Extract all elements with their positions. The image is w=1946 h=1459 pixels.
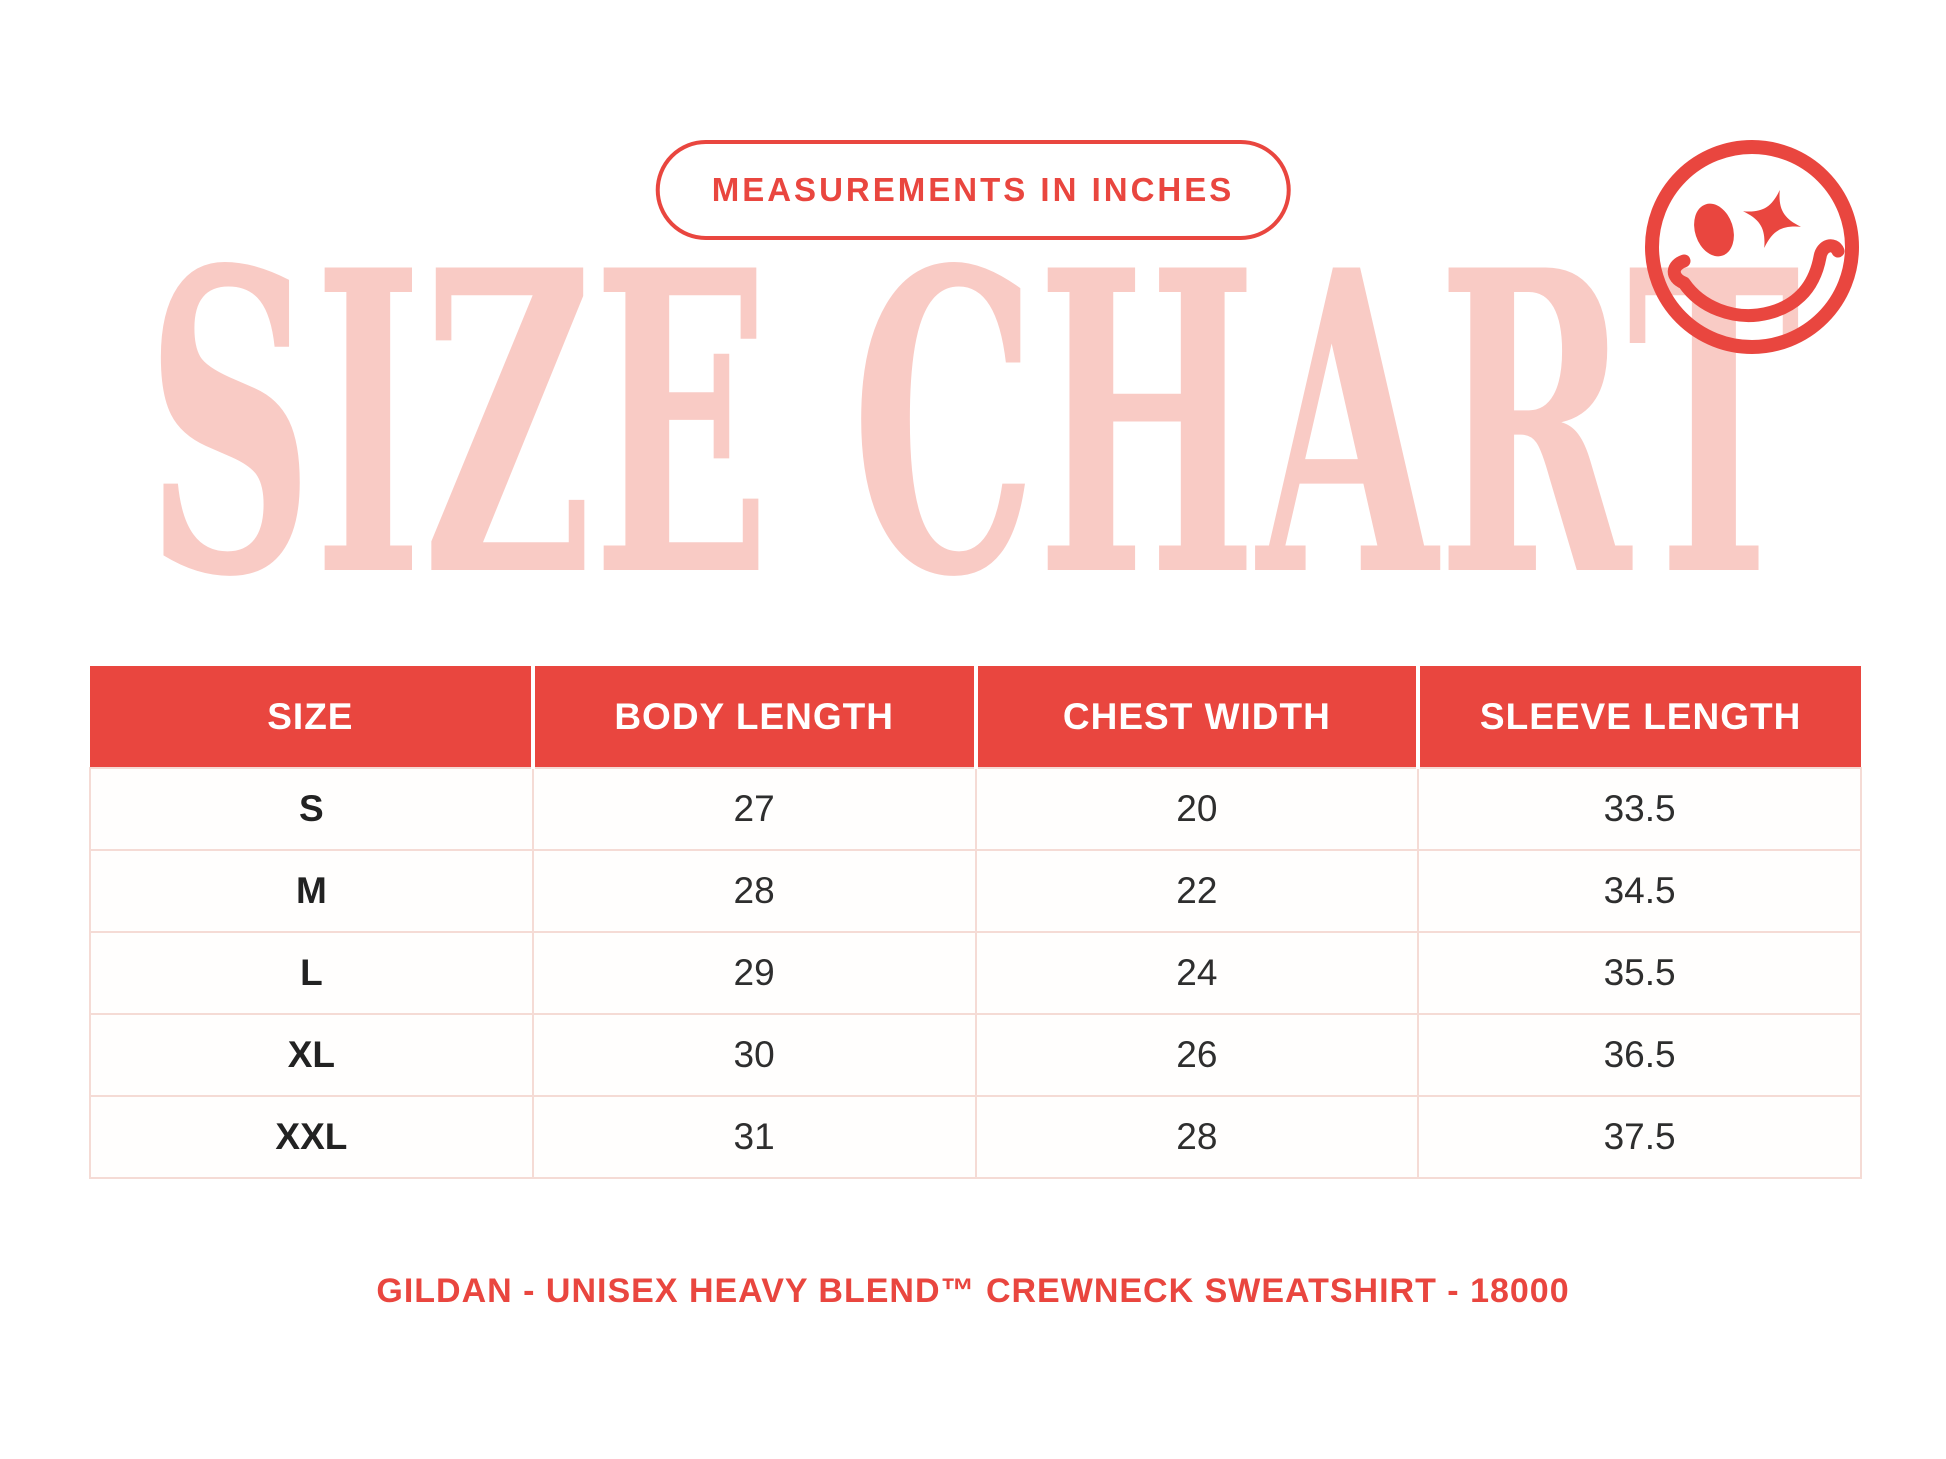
sleeve-length-cell: 36.5 [1417,1013,1862,1097]
sleeve-length-cell: 33.5 [1417,767,1862,851]
table-row: M 28 22 34.5 [89,849,1862,933]
chest-width-cell: 24 [974,931,1420,1015]
body-length-cell: 31 [531,1095,977,1179]
sleeve-length-cell: 34.5 [1417,849,1862,933]
winking-smiley-icon [1645,140,1859,354]
footer: GILDAN - UNISEX HEAVY BLEND™ CREWNECK SW… [0,1272,1946,1311]
body-length-cell: 28 [531,849,977,933]
table-header-row: SIZE BODY LENGTH CHEST WIDTH SLEEVE LENG… [90,666,1861,768]
chest-width-cell: 26 [974,1013,1420,1097]
measurements-badge-label: MEASUREMENTS IN INCHES [711,171,1235,208]
size-table: SIZE BODY LENGTH CHEST WIDTH SLEEVE LENG… [89,666,1862,1179]
size-cell: L [89,931,534,1015]
sleeve-length-cell: 37.5 [1417,1095,1862,1179]
body-length-cell: 30 [531,1013,977,1097]
chest-width-cell: 20 [974,767,1420,851]
table-row: S 27 20 33.5 [89,767,1862,851]
page-title-graphic: SIZE CHART [146,258,1801,598]
table-row: L 29 24 35.5 [89,931,1862,1015]
size-cell: S [89,767,534,851]
chest-width-cell: 28 [974,1095,1420,1179]
column-header-body-length: BODY LENGTH [530,666,978,768]
size-cell: XXL [89,1095,534,1179]
body-length-cell: 27 [531,767,977,851]
column-header-size: SIZE [90,666,535,768]
sleeve-length-cell: 35.5 [1417,931,1862,1015]
column-header-chest-width: CHEST WIDTH [973,666,1421,768]
size-cell: M [89,849,534,933]
page-title: SIZE CHART [146,258,1801,598]
chest-width-cell: 22 [974,849,1420,933]
table-row: XL 30 26 36.5 [89,1013,1862,1097]
product-name: GILDAN - UNISEX HEAVY BLEND™ CREWNECK SW… [376,1272,1570,1310]
column-header-sleeve-length: SLEEVE LENGTH [1416,666,1861,768]
table-row: XXL 31 28 37.5 [89,1095,1862,1179]
body-length-cell: 29 [531,931,977,1015]
size-cell: XL [89,1013,534,1097]
measurements-badge: MEASUREMENTS IN INCHES [655,140,1291,240]
